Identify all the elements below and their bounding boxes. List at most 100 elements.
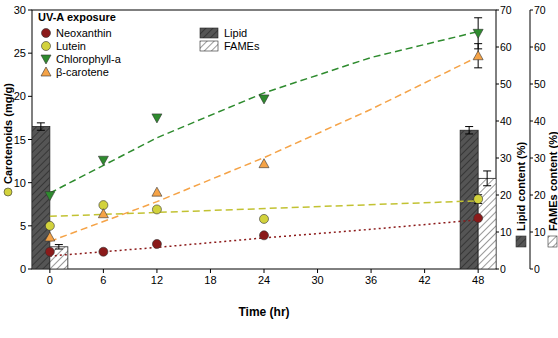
point: [474, 214, 483, 223]
y2-tick-label: 0: [500, 263, 506, 275]
x-tick: [371, 269, 372, 273]
trend-line: [50, 220, 478, 256]
y3-tick-label: 40: [534, 115, 546, 127]
y3-tick-label: 60: [534, 41, 546, 53]
point: [152, 187, 162, 196]
x-tick-label: 30: [311, 274, 323, 286]
error-bar-stem: [469, 127, 470, 134]
chart: 0612182430364248051015202530010203040506…: [0, 0, 558, 338]
y3-tick: [530, 232, 533, 233]
y3-tick-label: 20: [534, 189, 546, 201]
point: [45, 221, 54, 230]
y-tick: [28, 10, 32, 11]
y-tick-label: 20: [14, 90, 26, 102]
point: [45, 192, 55, 201]
point: [473, 51, 483, 60]
y-tick-label: 10: [14, 177, 26, 189]
point: [473, 29, 483, 38]
point: [45, 232, 55, 241]
y2-tick-label: 30: [500, 152, 512, 164]
x-tick: [156, 269, 157, 273]
legend-marker: [42, 42, 51, 51]
y3-tick-label: 70: [534, 4, 546, 16]
y3-tick-label: 0: [534, 263, 540, 275]
y3-axis-title: FAMEs content (%): [547, 131, 558, 231]
x-tick: [478, 269, 479, 273]
error-bar-cap: [55, 249, 63, 250]
legend-marker: [41, 67, 51, 76]
y-tick-label: 25: [14, 47, 26, 59]
x-tick: [49, 269, 50, 273]
x-tick: [210, 269, 211, 273]
error-bar-cap: [483, 170, 491, 171]
legend-label: Lutein: [56, 40, 86, 52]
y3-tick: [530, 269, 533, 270]
legend-title: UV-A exposure: [38, 11, 116, 23]
bar: [478, 178, 496, 269]
y-tick: [28, 269, 32, 270]
legend-label: Chlorophyll-a: [56, 53, 122, 65]
point: [259, 95, 269, 104]
legend-label: Neoxanthin: [56, 27, 112, 39]
error-bar-stem: [58, 245, 59, 249]
x-tick-label: 0: [47, 274, 53, 286]
y2-tick-label: 20: [500, 189, 512, 201]
y2-tick: [496, 10, 499, 11]
trend-line: [50, 57, 478, 242]
error-bar-cap: [465, 126, 473, 127]
error-bar: [474, 195, 482, 204]
legend-label: Lipid: [224, 27, 247, 39]
y2-tick: [496, 47, 499, 48]
y2-tick-label: 70: [500, 4, 512, 16]
y2-tick: [496, 195, 499, 196]
error-bar: [483, 171, 491, 186]
legend-swatch: [200, 41, 218, 51]
y2-tick: [496, 269, 499, 270]
y2-tick: [496, 232, 499, 233]
y2-tick-label: 60: [500, 41, 512, 53]
error-bar-cap: [474, 67, 482, 68]
error-bar-cap: [465, 133, 473, 134]
point: [45, 247, 54, 256]
error-bar-stem: [487, 171, 488, 186]
y-tick-label: 0: [20, 263, 26, 275]
y2-tick: [496, 121, 499, 122]
y3-tick-label: 50: [534, 78, 546, 90]
point: [99, 247, 108, 256]
x-tick: [424, 269, 425, 273]
legend: UV-A exposure NeoxanthinLuteinChlorophyll…: [38, 11, 260, 78]
error-bar: [465, 127, 473, 134]
y-tick-label: 30: [14, 4, 26, 16]
point: [260, 231, 269, 240]
x-tick-label: 24: [258, 274, 270, 286]
y2-tick: [496, 84, 499, 85]
point: [152, 205, 161, 214]
plot-data: [32, 18, 496, 269]
error-bar-cap: [37, 122, 45, 123]
y3-tick: [530, 121, 533, 122]
x-tick: [317, 269, 318, 273]
y3-tick-label: 10: [534, 226, 546, 238]
legend-swatch: [200, 28, 218, 38]
x-tick-label: 48: [472, 274, 484, 286]
y3-tick: [530, 195, 533, 196]
y-tick: [28, 139, 32, 140]
y2-title-icon: [516, 236, 526, 247]
y3-tick: [530, 10, 533, 11]
y-tick: [28, 96, 32, 97]
legend-marker: [41, 55, 51, 64]
x-tick: [103, 269, 104, 273]
point: [152, 239, 161, 248]
legend-label: β-carotene: [56, 66, 109, 78]
error-bar-cap: [483, 185, 491, 186]
y-axis-title: Carotenoids (mg/g): [2, 83, 14, 184]
y2-tick-label: 10: [500, 226, 512, 238]
plot-frame: [32, 10, 496, 269]
y-title-icon: [4, 188, 12, 196]
error-bar-stem: [40, 123, 41, 130]
y-tick-label: 15: [14, 134, 26, 146]
y2-tick: [496, 158, 499, 159]
legend-marker: [42, 29, 51, 38]
x-tick: [264, 269, 265, 273]
legend-label: FAMEs: [224, 40, 260, 52]
